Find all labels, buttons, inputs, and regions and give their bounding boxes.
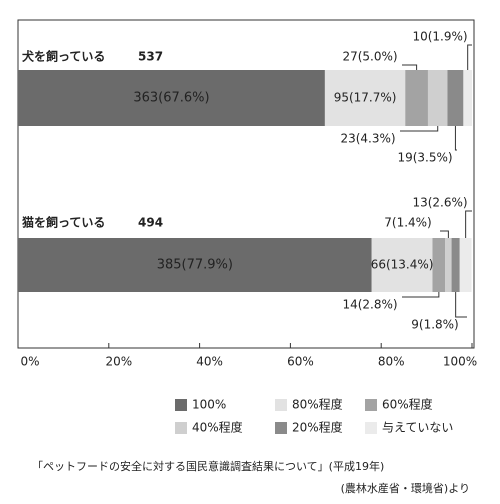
value-label: 9(1.8%) bbox=[411, 318, 458, 332]
bar-segment bbox=[18, 70, 325, 126]
bar-segment bbox=[459, 238, 472, 292]
legend-label: 与えていない bbox=[382, 421, 453, 435]
value-label: 7(1.4%) bbox=[384, 216, 431, 230]
bar-segment bbox=[463, 70, 472, 126]
legend-swatch bbox=[365, 399, 377, 411]
legend-swatch bbox=[365, 422, 377, 434]
legend-swatch bbox=[275, 399, 287, 411]
x-tick-label: 40% bbox=[196, 355, 223, 369]
legend-label: 20%程度 bbox=[292, 420, 343, 435]
bar-segment bbox=[451, 238, 460, 292]
bar-segment bbox=[18, 238, 372, 292]
bar-segment bbox=[445, 238, 452, 292]
leader-line bbox=[440, 230, 449, 238]
plot-frame bbox=[17, 19, 475, 349]
legend-label: 80%程度 bbox=[292, 397, 343, 412]
category-label: 犬を飼っている bbox=[22, 49, 105, 64]
bar-segment bbox=[371, 238, 433, 292]
value-label: 14(2.8%) bbox=[342, 298, 397, 312]
leader-line bbox=[455, 292, 467, 318]
source-line: 「ペットフードの安全に対する国民意識調査結果について」(平成19年) bbox=[32, 459, 384, 473]
value-label: 10(1.9%) bbox=[412, 30, 467, 44]
value-label: 19(3.5%) bbox=[397, 151, 452, 165]
value-label: 27(5.0%) bbox=[342, 50, 397, 64]
bar-segment bbox=[427, 70, 448, 126]
bar-segment bbox=[324, 70, 406, 126]
legend-label: 40%程度 bbox=[192, 420, 243, 435]
x-tick-label: 60% bbox=[287, 355, 314, 369]
value-label: 363(67.6%) bbox=[133, 91, 209, 106]
legend-label: 60%程度 bbox=[382, 397, 433, 412]
leader-line bbox=[467, 44, 472, 70]
legend-label: 100% bbox=[192, 398, 226, 412]
x-tick-label: 20% bbox=[105, 355, 132, 369]
legend-swatch bbox=[175, 422, 187, 434]
leader-line bbox=[402, 64, 418, 70]
leader-line bbox=[400, 126, 439, 132]
x-tick-label: 100% bbox=[443, 355, 477, 369]
bar-segment bbox=[447, 70, 464, 126]
legend-swatch bbox=[175, 399, 187, 411]
bar-segment bbox=[432, 238, 446, 292]
leader-line bbox=[402, 292, 440, 298]
value-label: 13(2.6%) bbox=[412, 196, 467, 210]
legend-swatch bbox=[275, 422, 287, 434]
x-tick-label: 80% bbox=[378, 355, 405, 369]
value-label: 385(77.9%) bbox=[157, 258, 233, 273]
value-label: 66(13.4%) bbox=[371, 258, 434, 272]
bar-segment bbox=[405, 70, 428, 126]
leader-line bbox=[465, 210, 472, 238]
value-label: 23(4.3%) bbox=[340, 132, 395, 146]
category-total: 537 bbox=[138, 50, 163, 64]
category-total: 494 bbox=[138, 216, 163, 230]
value-label: 95(17.7%) bbox=[334, 91, 397, 105]
category-label: 猫を飼っている bbox=[22, 215, 105, 230]
source-line: (農林水産省・環境省)より bbox=[341, 481, 470, 495]
leader-line bbox=[454, 126, 457, 151]
x-tick-label: 0% bbox=[20, 355, 39, 369]
